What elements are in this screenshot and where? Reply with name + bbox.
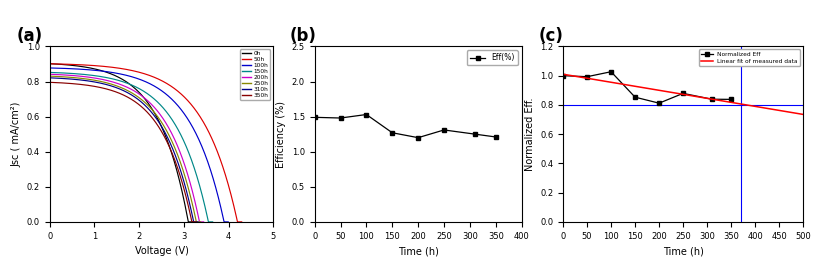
Text: (b): (b): [289, 27, 316, 45]
Eff(%): [387, 131, 397, 134]
Y-axis label: Jsc ( mA/cm²): Jsc ( mA/cm²): [11, 101, 22, 167]
Eff(%): [361, 113, 371, 116]
Normalized Eff: [677, 92, 687, 95]
Normalized Eff: [581, 75, 591, 78]
Legend: Normalized Eff, Linear fit of measured data: Normalized Eff, Linear fit of measured d…: [698, 49, 799, 66]
Legend: Eff(%): Eff(%): [466, 50, 517, 65]
Normalized Eff: [605, 70, 615, 73]
X-axis label: Time (h): Time (h): [662, 246, 703, 256]
Text: (a): (a): [17, 27, 42, 45]
Eff(%): [335, 116, 345, 119]
X-axis label: Time (h): Time (h): [397, 246, 438, 256]
Line: Normalized Eff: Normalized Eff: [560, 69, 733, 106]
Normalized Eff: [706, 98, 716, 101]
Normalized Eff: [653, 102, 663, 105]
X-axis label: Voltage (V): Voltage (V): [134, 246, 189, 256]
Eff(%): [470, 133, 480, 136]
Eff(%): [490, 135, 500, 139]
Text: (c): (c): [538, 27, 563, 45]
Y-axis label: Efficiency (%): Efficiency (%): [276, 101, 286, 168]
Eff(%): [413, 136, 423, 139]
Eff(%): [438, 128, 448, 132]
Normalized Eff: [557, 74, 567, 77]
Eff(%): [309, 116, 319, 119]
Normalized Eff: [725, 98, 735, 101]
Normalized Eff: [629, 96, 639, 99]
Line: Eff(%): Eff(%): [312, 112, 498, 140]
Legend: 0h, 50h, 100h, 150h, 200h, 250h, 310h, 350h: 0h, 50h, 100h, 150h, 200h, 250h, 310h, 3…: [240, 49, 270, 100]
Y-axis label: Normalized Eff.: Normalized Eff.: [523, 98, 534, 171]
